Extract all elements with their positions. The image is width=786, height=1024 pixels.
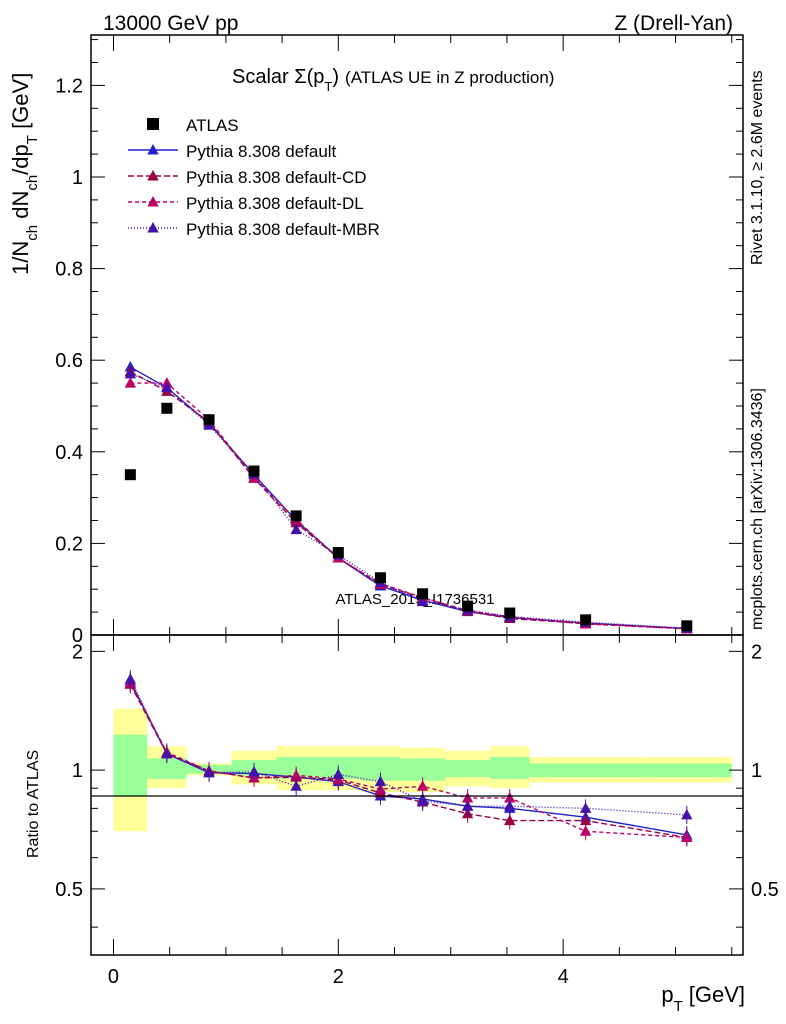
- y-tick-label: 0: [72, 625, 83, 647]
- ratio-marker-3: [461, 800, 474, 811]
- series-line-3: [130, 373, 687, 629]
- atlas-data-point: [203, 414, 215, 426]
- y-axis-label: 1/Nch dNch/dpT [GeV]: [8, 73, 41, 275]
- ratio-marker-3: [416, 795, 429, 806]
- ratio-y-tick-label: 1: [72, 760, 83, 782]
- x-axis-label: pT [GeV]: [661, 982, 745, 1015]
- ratio-marker-2: [416, 780, 429, 791]
- y-tick-label: 1.2: [55, 75, 83, 97]
- y-tick-label: 0.6: [55, 350, 83, 372]
- y-tick-label: 0.2: [55, 533, 83, 555]
- legend-label-0: Pythia 8.308 default: [186, 142, 337, 161]
- atlas-data-point: [248, 465, 260, 477]
- ratio-marker-3: [161, 747, 173, 759]
- series-marker-3: [161, 381, 173, 393]
- analysis-watermark: ATLAS_2019_I1736531: [335, 591, 494, 608]
- ratio-marker-3: [248, 765, 260, 777]
- legend-marker-0: [147, 144, 159, 155]
- series-line-1: [130, 371, 687, 630]
- ratio-line-3: [129, 678, 687, 816]
- atlas-data-point: [161, 402, 173, 414]
- ratio-band-inner: [529, 763, 642, 778]
- x-tick-label: 0: [108, 966, 119, 988]
- ratio-band-inner: [490, 756, 530, 779]
- legend-marker-atlas: [147, 118, 159, 130]
- atlas-data-point: [332, 547, 344, 559]
- legend-label-1: Pythia 8.308 default-CD: [186, 168, 367, 187]
- ratio-band-inner: [360, 756, 401, 781]
- main-axis-ticks: 0 0.2 0.4 0.6 0.8 1 1.2: [55, 35, 743, 647]
- ratio-marker-1: [504, 814, 516, 826]
- atlas-data-points: [124, 402, 693, 632]
- atlas-data-point: [462, 600, 474, 612]
- ratio-y-axis-label: Ratio to ATLAS: [25, 750, 42, 858]
- ratio-line-1: [129, 683, 687, 839]
- atlas-data-point: [681, 620, 693, 632]
- header-left: 13000 GeV pp: [103, 12, 238, 35]
- ratio-y-tick-label: 2: [72, 641, 83, 663]
- series-marker-3: [290, 523, 302, 535]
- ratio-series: [124, 670, 693, 847]
- legend: ATLAS Pythia 8.308 default Pythia 8.308 de…: [128, 116, 380, 239]
- ratio-band-inner: [113, 734, 148, 796]
- ratio-band-inner: [445, 760, 491, 778]
- ratio-y-tick-label-right: 2: [751, 641, 762, 663]
- atlas-data-point: [124, 469, 136, 481]
- atlas-data-point: [504, 607, 516, 619]
- ratio-band-inner: [147, 758, 187, 779]
- ratio-marker-3: [332, 768, 345, 779]
- ratio-marker-2: [504, 791, 516, 803]
- ratio-marker-2: [681, 831, 693, 842]
- legend-marker-1: [147, 170, 159, 181]
- ratio-marker-3: [681, 808, 693, 820]
- ratio-y-tick-label-right: 0.5: [751, 879, 779, 901]
- legend-label-3: Pythia 8.308 default-MBR: [186, 220, 380, 239]
- y-tick-label: 1: [72, 167, 83, 189]
- series-marker-2: [124, 377, 137, 388]
- ratio-marker-3: [374, 775, 387, 787]
- ratio-marker-2: [290, 769, 302, 780]
- legend-marker-3: [147, 222, 159, 233]
- ratio-marker-2: [461, 791, 474, 803]
- ratio-band-inner: [641, 763, 732, 778]
- atlas-data-point: [290, 510, 302, 522]
- ratio-y-tick-label-right: 1: [751, 760, 762, 782]
- series-line-2: [130, 382, 687, 630]
- main-series: [124, 361, 693, 634]
- ratio-line-0: [129, 680, 687, 836]
- atlas-data-point: [580, 614, 592, 626]
- ratio-marker-1: [579, 814, 592, 826]
- legend-label-atlas: ATLAS: [186, 116, 239, 135]
- ratio-marker-3: [290, 780, 302, 791]
- ratio-plot-frame: [90, 634, 744, 956]
- mcplots-label: mcplots.cern.ch [arXiv:1306.3436]: [749, 388, 766, 630]
- ratio-line-2: [129, 682, 687, 839]
- atlas-data-point: [374, 572, 386, 584]
- series-marker-3: [124, 367, 137, 379]
- ratio-marker-3: [203, 766, 215, 778]
- series-line-0: [130, 366, 687, 630]
- x-tick-label: 2: [333, 966, 344, 988]
- ratio-y-tick-label: 0.5: [55, 879, 83, 901]
- ratio-marker-3: [504, 800, 516, 811]
- series-marker-3: [416, 595, 429, 607]
- chart-title: Scalar Σ(pT) (ATLAS UE in Z production): [232, 66, 554, 94]
- legend-label-2: Pythia 8.308 default-DL: [186, 194, 364, 213]
- ratio-marker-3: [124, 673, 137, 684]
- rivet-label: Rivet 3.1.10, ≥ 2.6M events: [749, 70, 766, 265]
- atlas-data-point: [417, 588, 429, 600]
- y-tick-label: 0.8: [55, 259, 83, 281]
- legend-marker-2: [147, 196, 159, 207]
- ratio-marker-2: [579, 825, 592, 836]
- x-tick-label: 4: [558, 966, 569, 988]
- ratio-axis-ticks: 0.5 0.5 1 1 2 2 0 2 4: [55, 635, 779, 988]
- ratio-band-inner: [400, 758, 446, 781]
- header-right: Z (Drell-Yan): [614, 12, 733, 35]
- y-tick-label: 0.4: [55, 442, 83, 464]
- ratio-marker-3: [579, 802, 592, 813]
